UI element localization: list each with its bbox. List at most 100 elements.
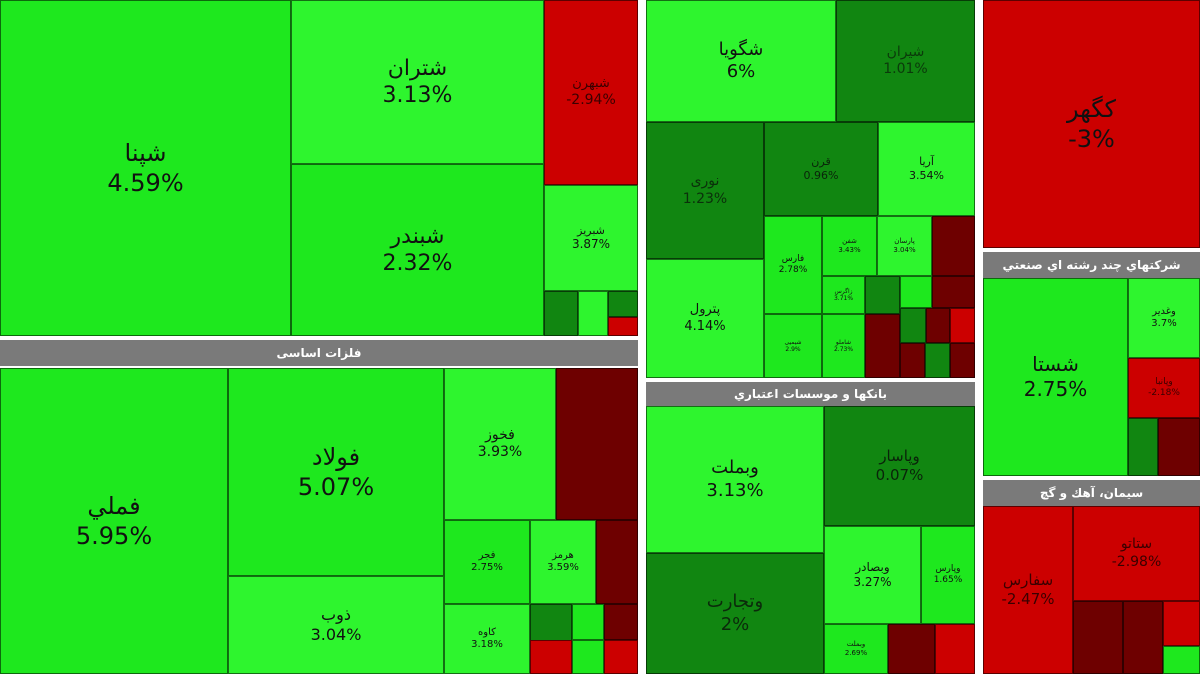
- cell-percent-label: 3.87%: [571, 237, 611, 252]
- treemap-cell[interactable]: شبهرن -2.94%: [544, 0, 638, 185]
- treemap-cell[interactable]: شبندر 2.32%: [291, 164, 544, 336]
- cell-symbol-label: شاملو: [835, 338, 852, 346]
- cell-percent-label: 0.07%: [875, 466, 924, 484]
- treemap-cell[interactable]: سفارس -2.47%: [983, 506, 1073, 674]
- treemap-cell[interactable]: فجر 2.75%: [444, 520, 530, 604]
- cell-percent-label: 3.54%: [909, 169, 944, 182]
- treemap-cell-small[interactable]: [1123, 601, 1163, 674]
- cell-percent-label: 2%: [720, 613, 750, 635]
- treemap-cell-small[interactable]: [1073, 601, 1123, 674]
- treemap-cell-small[interactable]: [608, 291, 638, 317]
- treemap-cell-small[interactable]: [1163, 601, 1200, 646]
- treemap-cell-small[interactable]: [865, 276, 900, 314]
- treemap-cell[interactable]: وپانبا -2.18%: [1128, 358, 1200, 418]
- cell-symbol-label: شفن: [842, 237, 857, 246]
- cell-symbol-label: شپنا: [124, 139, 167, 167]
- treemap-cell[interactable]: شگویا 6%: [646, 0, 836, 122]
- cell-symbol-label: وپارس: [935, 563, 961, 574]
- sector-divider: [0, 366, 638, 368]
- treemap-cell-small[interactable]: [1163, 646, 1200, 674]
- cell-percent-label: 4.59%: [107, 169, 184, 197]
- treemap-cell[interactable]: نوری 1.23%: [646, 122, 764, 259]
- treemap-cell[interactable]: وپاسار 0.07%: [824, 406, 975, 526]
- treemap-cell-small[interactable]: [926, 308, 950, 343]
- treemap-cell[interactable]: پارسان 3.04%: [877, 216, 932, 276]
- cell-percent-label: 3.13%: [382, 83, 453, 108]
- treemap-cell-small[interactable]: [932, 276, 975, 308]
- cell-percent-label: 6%: [726, 61, 756, 82]
- treemap-cell[interactable]: شپنا 4.59%: [0, 0, 291, 336]
- treemap-cell[interactable]: قرن 0.96%: [764, 122, 878, 216]
- cell-symbol-label: شتران: [387, 55, 448, 81]
- treemap-cell[interactable]: پترول 4.14%: [646, 259, 764, 378]
- treemap-cell-small[interactable]: [935, 624, 975, 674]
- cell-symbol-label: پترول: [689, 302, 721, 318]
- treemap-cell[interactable]: شیران 1.01%: [836, 0, 975, 122]
- treemap-cell[interactable]: کگهر -3%: [983, 0, 1200, 248]
- treemap-cell-small[interactable]: [530, 640, 572, 674]
- treemap-cell-small[interactable]: [865, 314, 900, 378]
- cell-symbol-label: شبهرن: [572, 75, 610, 91]
- cell-symbol-label: شبندر: [390, 223, 445, 249]
- treemap-cell[interactable]: شاملو 2.73%: [822, 314, 865, 378]
- treemap-cell-small[interactable]: [604, 604, 638, 640]
- cell-symbol-label: کگهر: [1067, 95, 1116, 123]
- cell-symbol-label: نوری: [690, 173, 720, 189]
- treemap-cell[interactable]: ستاتو -2.98%: [1073, 506, 1200, 601]
- treemap-cell[interactable]: شستا 2.75%: [983, 278, 1128, 476]
- cell-percent-label: 2.78%: [778, 265, 808, 275]
- treemap-cell-small[interactable]: [950, 308, 975, 343]
- cell-percent-label: 5.07%: [297, 473, 375, 501]
- treemap-cell-small[interactable]: [925, 343, 950, 378]
- treemap-cell[interactable]: شتران 3.13%: [291, 0, 544, 164]
- treemap-cell-small[interactable]: [900, 343, 925, 378]
- cell-percent-label: 2.9%: [785, 346, 801, 353]
- treemap-cell[interactable]: وبملت 2.69%: [824, 624, 888, 674]
- cell-percent-label: 1.65%: [933, 575, 963, 585]
- treemap-cell-small[interactable]: [888, 624, 935, 674]
- treemap-cell[interactable]: وتجارت 2%: [646, 553, 824, 674]
- treemap-cell[interactable]: زاگرس 3.71%: [822, 276, 865, 314]
- treemap-cell[interactable]: کاوه 3.18%: [444, 604, 530, 674]
- treemap-cell[interactable]: شفن 3.43%: [822, 216, 877, 276]
- cell-percent-label: 3.13%: [706, 479, 764, 501]
- treemap-cell-small[interactable]: [604, 640, 638, 674]
- treemap-cell[interactable]: فولاد 5.07%: [228, 368, 444, 576]
- cell-percent-label: -2.94%: [566, 91, 616, 108]
- treemap-cell[interactable]: وغدیر 3.7%: [1128, 278, 1200, 358]
- treemap-cell[interactable]: شیمیی 2.9%: [764, 314, 822, 378]
- cell-symbol-label: شگویا: [718, 38, 764, 60]
- treemap-cell-small[interactable]: [1128, 418, 1158, 476]
- treemap-cell-small[interactable]: [572, 640, 604, 674]
- cell-symbol-label: وبصادر: [855, 560, 890, 574]
- treemap-cell[interactable]: آریا 3.54%: [878, 122, 975, 216]
- treemap-cell-small[interactable]: [1158, 418, 1200, 476]
- treemap-cell-small[interactable]: [950, 343, 975, 378]
- treemap-cell-small[interactable]: [544, 291, 578, 336]
- treemap-cell[interactable]: وبصادر 3.27%: [824, 526, 921, 624]
- treemap-cell[interactable]: شبریز 3.87%: [544, 185, 638, 291]
- treemap-cell-small[interactable]: [900, 276, 932, 308]
- cell-symbol-label: وپانبا: [1155, 376, 1173, 387]
- cell-percent-label: 2.75%: [471, 562, 503, 573]
- treemap-cell-small[interactable]: [578, 291, 608, 336]
- cell-symbol-label: وبملت: [846, 640, 866, 649]
- treemap-cell[interactable]: هرمز 3.59%: [530, 520, 596, 604]
- treemap-cell[interactable]: فملي 5.95%: [0, 368, 228, 674]
- cell-symbol-label: وتجارت: [706, 591, 764, 612]
- treemap-cell[interactable]: ذوب 3.04%: [228, 576, 444, 674]
- cell-symbol-label: وغدیر: [1152, 305, 1176, 317]
- cell-symbol-label: فولاد: [311, 443, 361, 471]
- treemap-cell-small[interactable]: [608, 317, 638, 336]
- cell-percent-label: 2.32%: [382, 251, 453, 276]
- cell-symbol-label: ستاتو: [1120, 536, 1153, 552]
- treemap-cell-small[interactable]: [932, 216, 975, 276]
- treemap-cell-small[interactable]: [572, 604, 604, 640]
- treemap-cell[interactable]: وبملت 3.13%: [646, 406, 824, 553]
- treemap-cell[interactable]: فخوز 3.93%: [444, 368, 556, 520]
- treemap-cell-small[interactable]: [556, 368, 638, 520]
- treemap-cell-small[interactable]: [900, 308, 926, 343]
- treemap-cell[interactable]: فارس 2.78%: [764, 216, 822, 314]
- treemap-cell[interactable]: وپارس 1.65%: [921, 526, 975, 624]
- treemap-cell-small[interactable]: [596, 520, 638, 604]
